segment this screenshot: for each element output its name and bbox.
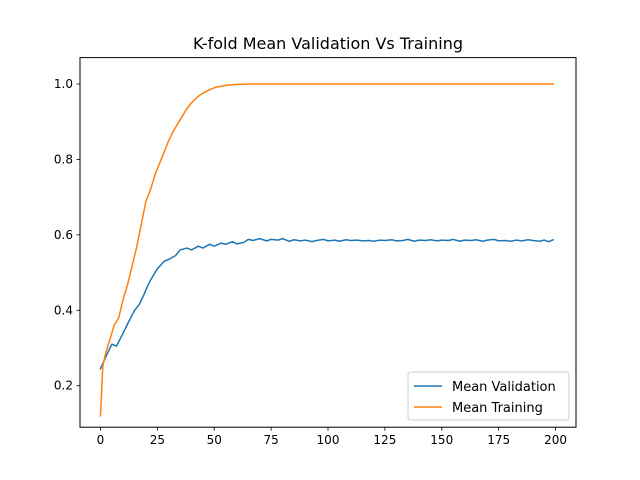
y-tick-label: 0.4: [54, 303, 73, 317]
legend-label-mean-validation: Mean Validation: [452, 380, 556, 395]
x-tick-label: 125: [373, 433, 396, 447]
axes-frame: [79, 57, 577, 428]
x-axis: 0 25 50 75 100 125 150 175 200: [97, 427, 567, 447]
x-tick-label: 100: [317, 433, 340, 447]
series-layer: [99, 83, 555, 417]
legend-label-mean-training: Mean Training: [452, 401, 543, 416]
series-line-mean-training: [99, 83, 554, 417]
series-line-mean-validation: [99, 237, 555, 370]
y-tick-label: 0.2: [54, 379, 73, 393]
x-tick-label: 50: [207, 433, 222, 447]
x-tick-label: 75: [263, 433, 278, 447]
x-tick-label: 0: [97, 433, 105, 447]
x-tick-label: 150: [430, 433, 453, 447]
x-tick-label: 200: [544, 433, 567, 447]
y-axis: 0.2 0.4 0.6 0.8 1.0: [54, 77, 80, 393]
legend: Mean Validation Mean Training: [407, 371, 570, 421]
y-tick-label: 0.6: [54, 228, 73, 242]
y-tick-label: 0.8: [54, 152, 73, 166]
y-tick-label: 1.0: [54, 77, 73, 91]
legend-box: [407, 371, 570, 421]
chart-title: K-fold Mean Validation Vs Training: [193, 34, 463, 53]
x-tick-label: 175: [487, 433, 510, 447]
x-tick-label: 25: [150, 433, 165, 447]
